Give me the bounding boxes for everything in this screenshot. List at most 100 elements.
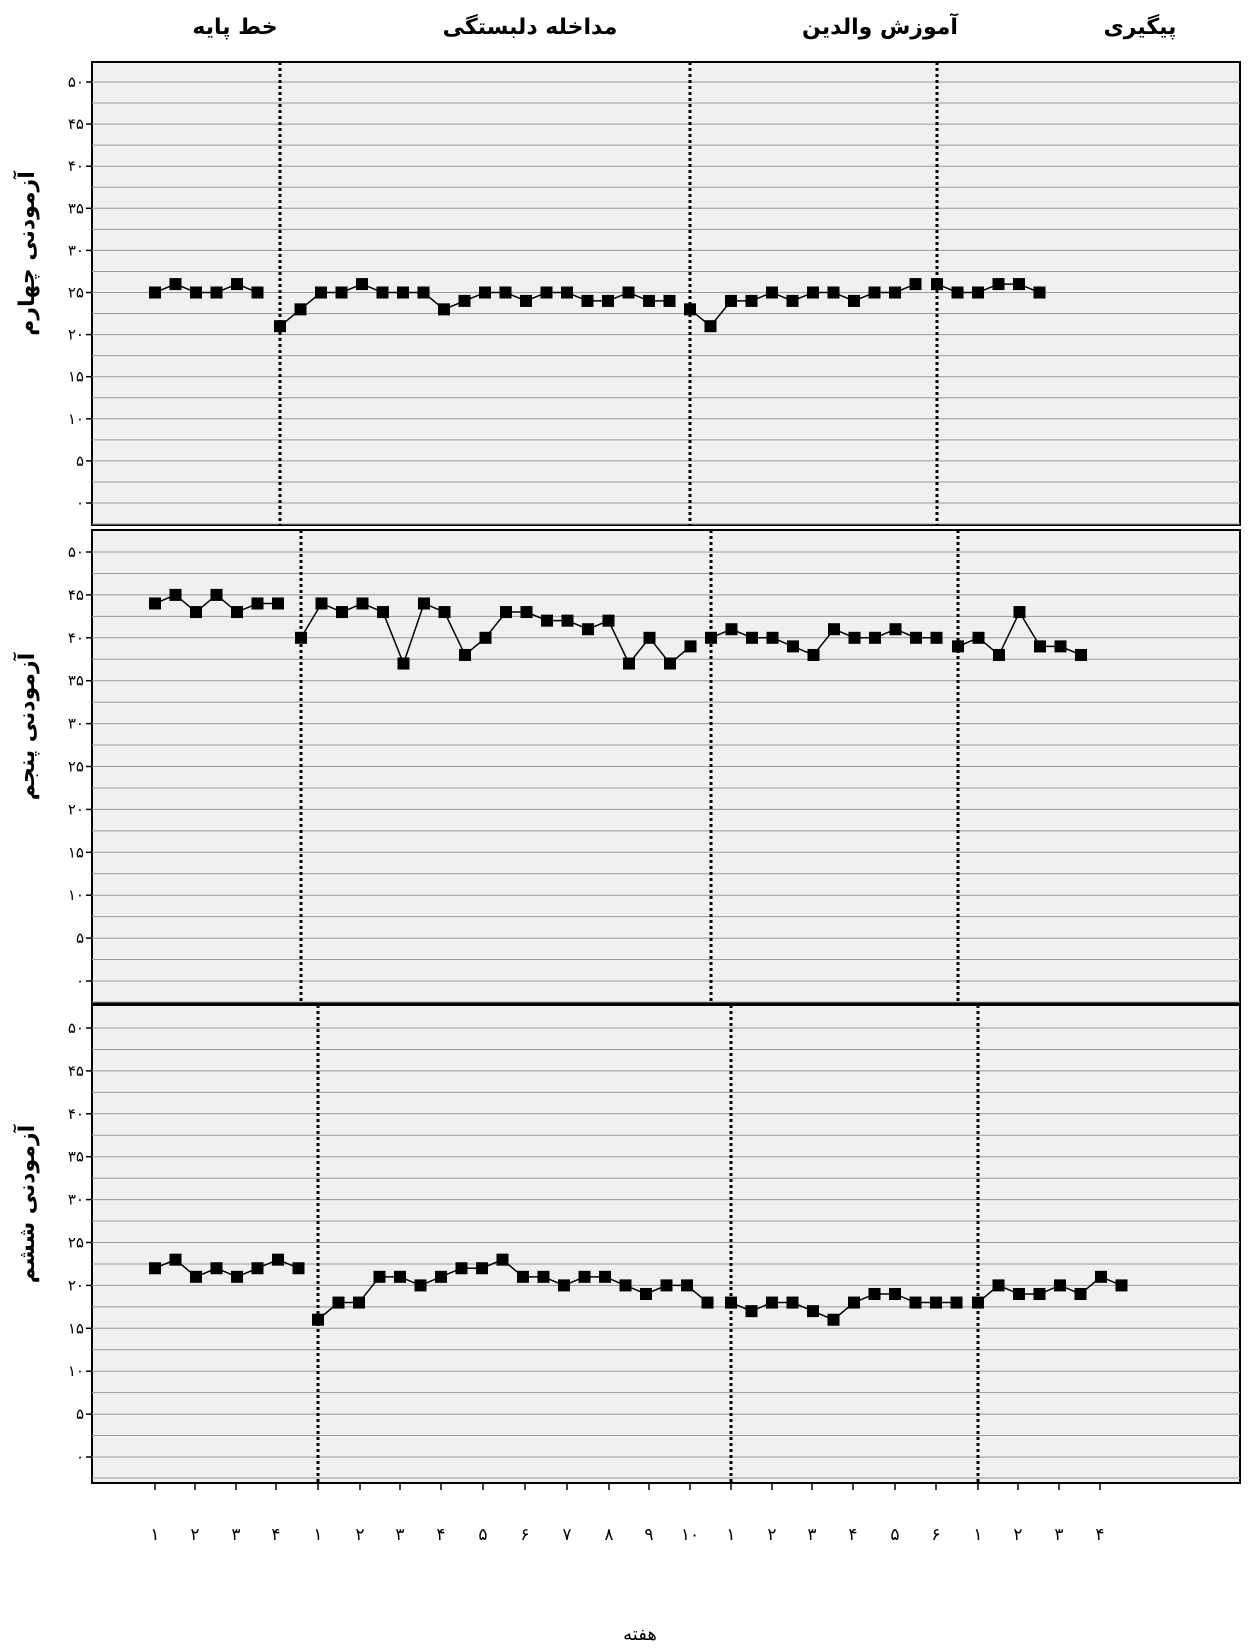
y-axis-ticks: ۰ ۵ ۱۰ ۱۵ ۲۰ ۲۵ ۳۰ ۳۵ ۴۰ ۴۵ ۵۰ [68, 73, 92, 512]
data-point [500, 606, 512, 619]
x-tick-label: ۷ [562, 1525, 571, 1545]
data-point [701, 1296, 714, 1309]
data-point [1013, 606, 1026, 619]
data-point [950, 1296, 963, 1309]
data-point [335, 286, 348, 299]
data-point [787, 640, 799, 653]
data-point [889, 1287, 901, 1300]
data-point [1033, 1287, 1046, 1300]
data-point [315, 286, 327, 299]
data-point [292, 1262, 305, 1275]
y-axis-ticks: ۰ ۵ ۱۰ ۱۵ ۲۰ ۲۵ ۳۰ ۳۵ ۴۰ ۴۵ ۵۰ [68, 543, 92, 990]
data-point [951, 286, 964, 299]
y-tick-label: ۲۵ [68, 1234, 84, 1252]
x-tick-label: ۵ [478, 1525, 487, 1545]
data-point [397, 657, 410, 670]
data-point [684, 303, 696, 316]
data-point [909, 1296, 922, 1309]
y-tick-label: ۳۵ [68, 672, 84, 690]
x-tick-label: ۵ [890, 1525, 899, 1545]
x-tick-label: ۱ [150, 1525, 159, 1545]
data-point [373, 1270, 386, 1283]
data-point [190, 286, 202, 299]
data-point [414, 1279, 427, 1292]
x-tick-label: ۴ [848, 1525, 857, 1545]
data-point [294, 303, 307, 316]
data-point [479, 286, 491, 299]
data-point [541, 614, 553, 627]
data-point [476, 1262, 488, 1275]
x-tick-label: ۲ [1013, 1525, 1022, 1545]
data-point [479, 631, 492, 644]
x-tick-label: ۳ [231, 1525, 240, 1545]
y-tick-label: ۱۰ [68, 886, 84, 904]
y-tick-label: ۲۵ [68, 284, 84, 302]
y-tick-label: ۳۵ [68, 199, 84, 217]
data-point [972, 1296, 984, 1309]
y-axis-label: آزمودنی ششم [12, 1124, 40, 1283]
data-point [681, 1279, 693, 1292]
series-3 [684, 278, 922, 333]
data-point [394, 1270, 406, 1283]
series-2 [274, 278, 676, 333]
data-point [664, 657, 676, 670]
x-tick-label: ۱۰ [681, 1525, 699, 1545]
chart-panel-3: ۰ ۵ ۱۰ ۱۵ ۲۰ ۲۵ ۳۰ ۳۵ ۴۰ ۴۵ ۵۰ آزمودنی ششم [12, 1004, 1241, 1484]
y-tick-label: ۵۰ [68, 543, 84, 561]
grid-lines [92, 551, 1240, 1003]
data-point [1054, 640, 1067, 653]
y-tick-label: ۱۵ [68, 368, 84, 386]
y-tick-label: ۱۰ [68, 1362, 84, 1380]
data-point [438, 303, 450, 316]
data-point [356, 278, 368, 291]
y-tick-label: ۲۰ [68, 800, 84, 818]
data-point [169, 278, 182, 291]
x-tick-label: ۱ [313, 1525, 322, 1545]
data-point [807, 1305, 819, 1318]
x-tick-label: ۳ [395, 1525, 404, 1545]
data-point [169, 1253, 182, 1266]
series-1 [149, 278, 264, 299]
data-point [786, 1296, 799, 1309]
y-tick-label: ۲۰ [68, 326, 84, 344]
data-point [602, 294, 614, 307]
x-tick-label: ۳ [807, 1525, 816, 1545]
data-point [561, 286, 573, 299]
data-point [251, 286, 264, 299]
data-point [623, 657, 635, 670]
series-3 [705, 623, 943, 661]
data-point [315, 597, 328, 610]
x-tick-label: ۲ [190, 1525, 199, 1545]
data-point [931, 278, 943, 291]
data-point [274, 320, 286, 333]
data-point [332, 1296, 345, 1309]
y-tick-label: ۰ [76, 972, 84, 990]
data-point [210, 286, 223, 299]
series-1 [149, 588, 284, 619]
data-point [496, 1253, 509, 1266]
x-tick-label: ۶ [931, 1525, 940, 1545]
y-tick-label: ۰ [76, 494, 84, 512]
grid-lines [92, 81, 1240, 525]
data-point [210, 1262, 223, 1275]
data-point [149, 597, 161, 610]
data-point [602, 614, 615, 627]
y-axis-label: آزمودنی چهارم [12, 171, 40, 336]
x-tick-label: ۱ [973, 1525, 982, 1545]
data-point [993, 648, 1005, 661]
data-point [169, 588, 182, 601]
data-point [455, 1262, 468, 1275]
data-point [376, 286, 389, 299]
data-point [520, 606, 533, 619]
data-point [619, 1279, 632, 1292]
data-point [643, 294, 655, 307]
x-tick-label: ۴ [436, 1525, 445, 1545]
plot-background [91, 61, 1241, 526]
series-4 [931, 278, 1046, 299]
data-point [827, 1313, 840, 1326]
data-point [356, 597, 369, 610]
y-axis-label: آزمودنی پنجم [12, 652, 40, 800]
data-point [582, 623, 594, 636]
data-point [868, 286, 881, 299]
